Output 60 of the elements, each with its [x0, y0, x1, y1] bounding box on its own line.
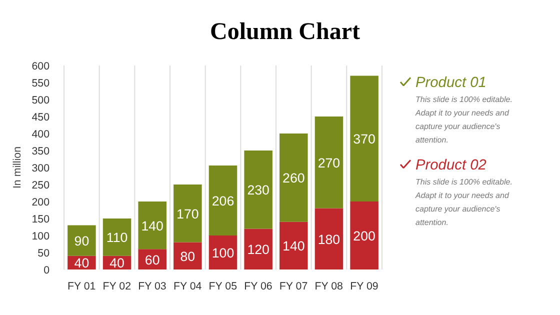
y-tick-label: 200	[32, 196, 50, 208]
y-tick-label: 50	[38, 248, 50, 260]
bar	[244, 228, 272, 270]
y-tick-label: 350	[32, 146, 50, 158]
x-tick-label: FY 01	[67, 280, 96, 292]
x-tick-label: FY 02	[102, 280, 132, 292]
data-label: 100	[212, 246, 234, 260]
x-tick-label: FY 08	[314, 280, 344, 292]
bar	[244, 150, 272, 229]
bar	[280, 134, 308, 222]
data-label: 140	[141, 218, 164, 234]
data-label: 60	[144, 252, 160, 268]
bar	[350, 202, 378, 270]
y-tick-label: 400	[32, 128, 50, 140]
y-tick-label: 450	[32, 112, 50, 124]
x-tick-label: FY 09	[350, 280, 378, 292]
data-label: 170	[176, 206, 199, 222]
bar	[350, 76, 378, 202]
y-tick-label: 0	[44, 264, 50, 276]
data-label: 80	[180, 248, 196, 264]
bar	[208, 165, 238, 236]
y-axis-title: In million	[12, 146, 24, 189]
data-label: 90	[74, 234, 90, 249]
data-label: 206	[212, 193, 234, 208]
text: This slide is 100% editable. Adapt it to your needs and capture your audience's attention.	[414, 95, 512, 145]
bar	[138, 202, 166, 250]
bar	[102, 218, 132, 256]
y-tick-label: 250	[32, 180, 50, 192]
x-tick-label: FY 03	[138, 280, 166, 292]
legend-label: Product 02	[416, 157, 486, 174]
data-label: 40	[74, 256, 90, 271]
data-label: 200	[353, 228, 376, 244]
bar	[174, 242, 202, 270]
y-tick-label: 150	[32, 214, 50, 226]
y-tick-label: 550	[32, 78, 50, 90]
data-label: 230	[247, 182, 270, 198]
legend-label: Product 01	[416, 74, 486, 91]
bar	[174, 184, 202, 242]
x-tick-label: FY 07	[279, 280, 308, 292]
bar	[280, 222, 308, 270]
data-label: 270	[318, 155, 340, 170]
bar	[314, 208, 344, 270]
chart-title: Column Chart	[210, 18, 360, 47]
bar	[68, 225, 96, 256]
data-label: 110	[106, 230, 128, 246]
y-tick-label: 100	[32, 230, 50, 242]
bar	[314, 116, 344, 208]
y-tick-label: 300	[32, 162, 50, 174]
data-label: 140	[282, 238, 305, 254]
data-label: 120	[247, 242, 270, 258]
data-label: 370	[353, 132, 376, 147]
data-label: 180	[318, 232, 340, 247]
x-tick-label: FY 05	[208, 280, 238, 292]
x-tick-label: FY 04	[173, 280, 202, 292]
y-tick-label: 600	[32, 60, 50, 72]
x-tick-label: FY 06	[244, 280, 272, 292]
y-tick-label: 500	[32, 94, 50, 106]
data-label: 40	[110, 256, 124, 271]
data-label: 260	[282, 170, 305, 186]
text: This slide is 100% editable. Adapt it to your needs and capture your audience's attention.	[414, 177, 512, 227]
